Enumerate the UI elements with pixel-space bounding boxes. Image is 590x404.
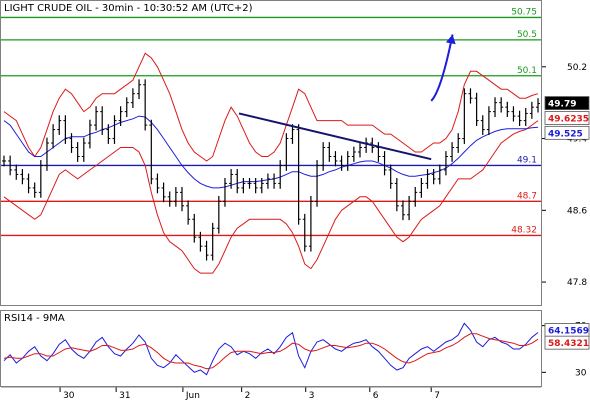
time-axis-label: 7 [434,391,440,400]
indicator-tag-box [544,111,590,125]
level-label: 48.7 [517,191,537,201]
price-axis-label: 50.2 [567,63,587,73]
level-label: 49.1 [517,155,537,165]
levels-layer: 50.75 50.5 50.1 49.1 48.7 48.32 [1,7,541,237]
series-line-bollinger-lower [3,120,539,274]
time-axis-label: Jun [185,391,200,400]
indicator-tag-box [544,125,590,140]
last-price-tag: 49.79 [548,100,576,110]
time-axis: 30 31 Jun 2 3 6 7 [1,386,541,401]
time-axis-label: 3 [309,391,315,400]
chart-title: LIGHT CRUDE OIL - 30min - 10:30:52 AM (U… [4,3,253,14]
rsi-line-rsi-ma [3,333,539,370]
rsi-value-tag: 58.4321 [548,339,589,349]
price-axis-label: 47.8 [567,278,587,288]
price-panel-frame [0,0,542,306]
price-axis-label: 48.6 [567,206,587,216]
overlay-layer [238,34,456,161]
level-label: 50.1 [517,66,537,76]
projection-arrow [430,34,454,102]
indicator-tag: 49.6235 [548,114,589,124]
time-axis-label: 6 [373,391,379,400]
time-axis-label: 2 [245,391,251,400]
rsi-line-rsi [3,322,539,376]
level-label: 50.5 [517,30,537,40]
rsi-axis-label: 30 [575,368,587,378]
rsi-tags: 64.1569 58.4321 [544,323,590,350]
rsi-title: RSI14 - 9MA [4,313,65,324]
price-layer [2,79,540,261]
rsi-value-tag-box [544,335,590,350]
trendline [238,112,432,161]
rsi-value-tag: 64.1569 [548,326,589,336]
bands-layer [3,52,539,274]
series-line-bollinger-upper [3,52,539,162]
series-line-moving-average [3,115,539,189]
level-label: 50.75 [511,7,537,17]
time-axis-label: 31 [119,391,130,400]
price-tags: 49.79 49.6235 49.525 [544,96,590,140]
level-label: 48.32 [511,225,537,235]
time-axis-label: 30 [63,391,75,400]
last-price-tag-box [544,96,590,110]
projection-arrow-head [445,34,456,45]
price-panel: 50.75 50.5 50.1 49.1 48.7 48.32 LIGHT CRUDE O… [0,0,542,306]
rsi-layer [3,322,539,376]
indicator-tag: 49.525 [548,129,583,139]
